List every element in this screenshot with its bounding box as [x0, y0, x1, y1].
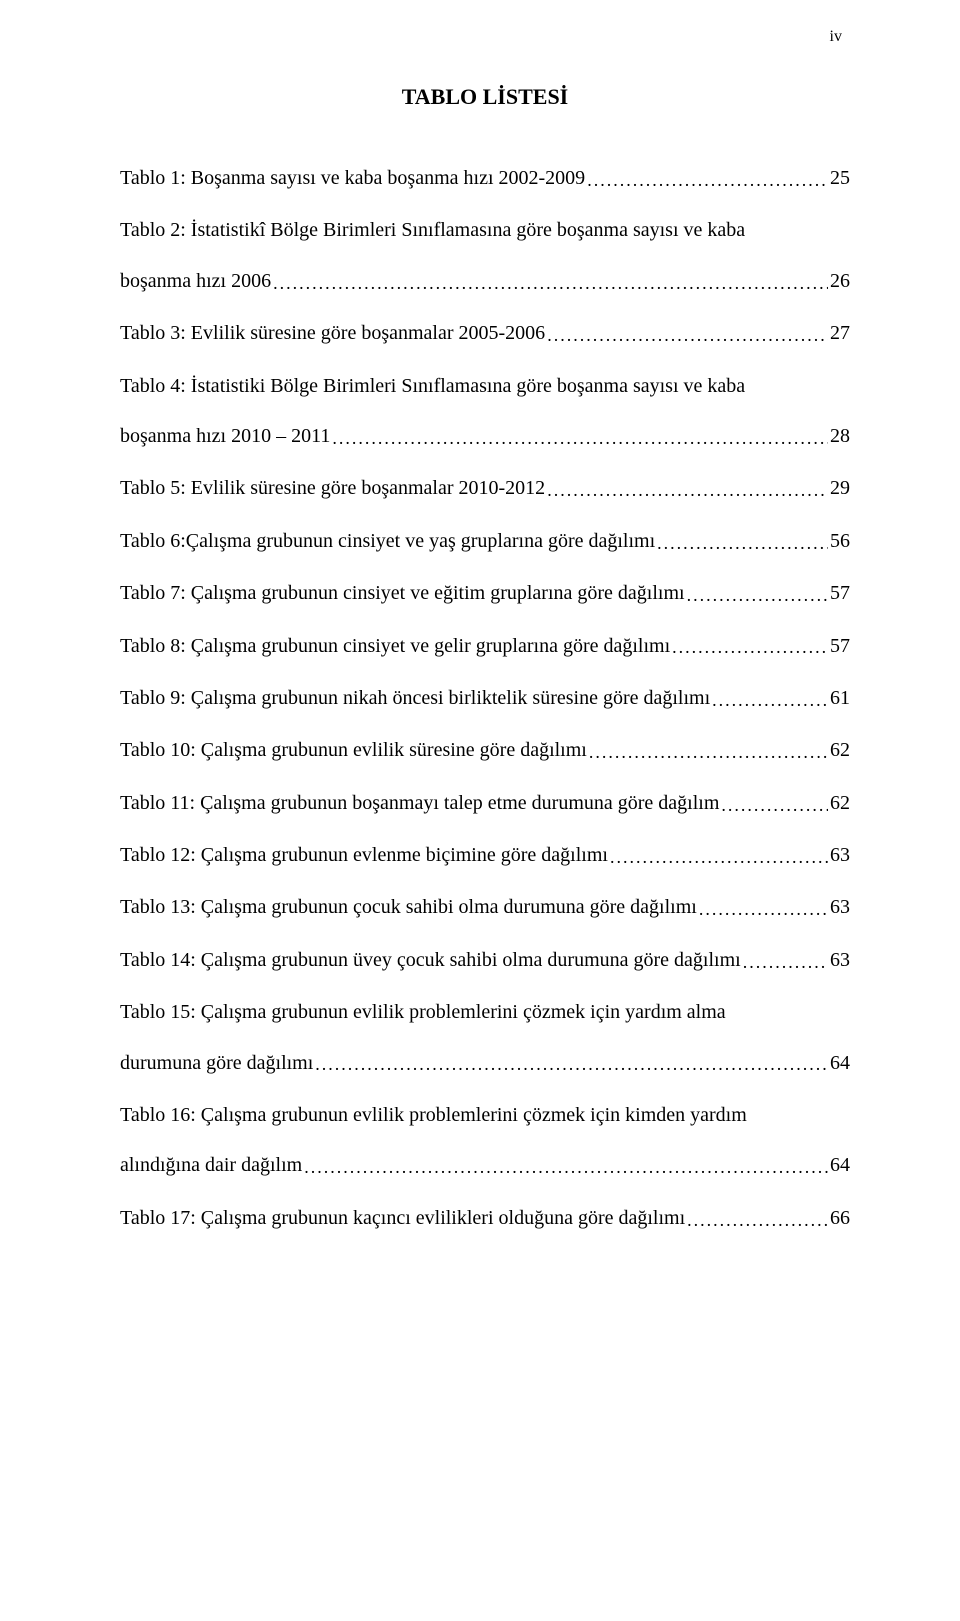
toc-entry: Tablo 11: Çalışma grubunun boşanmayı tal…: [120, 789, 850, 817]
toc-entry-line2: durumuna göre dağılımı..................…: [120, 1049, 850, 1077]
toc-entry-page: 63: [828, 841, 850, 869]
toc-entry-label: Tablo 17: Çalışma grubunun kaçıncı evlil…: [120, 1204, 685, 1232]
toc-entry-label: Tablo 6:Çalışma grubunun cinsiyet ve yaş…: [120, 527, 655, 555]
toc-entry: Tablo 5: Evlilik süresine göre boşanmala…: [120, 474, 850, 502]
toc-entry: Tablo 10: Çalışma grubunun evlilik süres…: [120, 736, 850, 764]
toc-entry: Tablo 17: Çalışma grubunun kaçıncı evlil…: [120, 1204, 850, 1232]
toc-entry-page: 28: [828, 422, 850, 450]
toc-entry-page: 63: [828, 946, 850, 974]
toc-entry-label: Tablo 12: Çalışma grubunun evlenme biçim…: [120, 841, 608, 869]
toc-entry: Tablo 4: İstatistiki Bölge Birimleri Sın…: [120, 372, 850, 451]
toc-entry: Tablo 2: İstatistikî Bölge Birimleri Sın…: [120, 216, 850, 295]
toc-entry-label-line1: Tablo 16: Çalışma grubunun evlilik probl…: [120, 1101, 850, 1129]
toc-heading: TABLO LİSTESİ: [120, 84, 850, 110]
toc-entry: Tablo 9: Çalışma grubunun nikah öncesi b…: [120, 684, 850, 712]
toc-entry-label-line2: boşanma hızı 2006: [120, 267, 271, 295]
page: iv TABLO LİSTESİ Tablo 1: Boşanma sayısı…: [0, 0, 960, 1621]
toc-entry-line2: alındığına dair dağılım.................…: [120, 1151, 850, 1179]
toc-entry-page: 66: [828, 1204, 850, 1232]
toc-entry: Tablo 1: Boşanma sayısı ve kaba boşanma …: [120, 164, 850, 192]
toc-entry-label: Tablo 13: Çalışma grubunun çocuk sahibi …: [120, 893, 697, 921]
toc-entry-line2: boşanma hızı 2010 – 2011................…: [120, 422, 850, 450]
toc-leader: ........................................…: [719, 793, 828, 819]
toc-leader: ........................................…: [697, 897, 828, 923]
toc-entry-page: 57: [828, 579, 850, 607]
toc-entry-label-line2: alındığına dair dağılım: [120, 1151, 302, 1179]
toc-entry-label: Tablo 11: Çalışma grubunun boşanmayı tal…: [120, 789, 719, 817]
toc-entry-label: Tablo 7: Çalışma grubunun cinsiyet ve eğ…: [120, 579, 685, 607]
toc-leader: ........................................…: [585, 168, 828, 194]
toc-leader: ........................................…: [685, 583, 828, 609]
toc-leader: ........................................…: [313, 1052, 828, 1078]
toc-entry-label-line2: durumuna göre dağılımı: [120, 1049, 313, 1077]
toc-entry: Tablo 13: Çalışma grubunun çocuk sahibi …: [120, 893, 850, 921]
toc-entry-page: 62: [828, 789, 850, 817]
toc-entry-page: 57: [828, 632, 850, 660]
toc-entry-page: 27: [828, 319, 850, 347]
toc-entry-label: Tablo 8: Çalışma grubunun cinsiyet ve ge…: [120, 632, 670, 660]
toc-entry: Tablo 12: Çalışma grubunun evlenme biçim…: [120, 841, 850, 869]
toc-leader: ........................................…: [545, 478, 828, 504]
toc-entry-page: 63: [828, 893, 850, 921]
toc-leader: ........................................…: [302, 1155, 828, 1181]
toc-leader: ........................................…: [545, 323, 828, 349]
toc-entry: Tablo 16: Çalışma grubunun evlilik probl…: [120, 1101, 850, 1180]
toc-entry-label: Tablo 1: Boşanma sayısı ve kaba boşanma …: [120, 164, 585, 192]
toc-entry-page: 56: [828, 527, 850, 555]
toc-leader: ........................................…: [741, 950, 828, 976]
toc-entry: Tablo 7: Çalışma grubunun cinsiyet ve eğ…: [120, 579, 850, 607]
toc-entry-page: 25: [828, 164, 850, 192]
toc-leader: ........................................…: [330, 426, 828, 452]
toc-entry: Tablo 14: Çalışma grubunun üvey çocuk sa…: [120, 946, 850, 974]
toc-entry: Tablo 8: Çalışma grubunun cinsiyet ve ge…: [120, 632, 850, 660]
toc-entry-page: 64: [828, 1151, 850, 1179]
toc-leader: ........................................…: [587, 740, 828, 766]
toc-entry-label: Tablo 3: Evlilik süresine göre boşanmala…: [120, 319, 545, 347]
toc-leader: ........................................…: [655, 531, 828, 557]
toc-entry-label: Tablo 10: Çalışma grubunun evlilik süres…: [120, 736, 587, 764]
toc-entry-page: 64: [828, 1049, 850, 1077]
toc-entry-label-line2: boşanma hızı 2010 – 2011: [120, 422, 330, 450]
toc-entry: Tablo 3: Evlilik süresine göre boşanmala…: [120, 319, 850, 347]
page-number-marker: iv: [830, 28, 842, 46]
toc-entry-label: Tablo 5: Evlilik süresine göre boşanmala…: [120, 474, 545, 502]
toc-entry-label-line1: Tablo 2: İstatistikî Bölge Birimleri Sın…: [120, 216, 850, 244]
toc-list: Tablo 1: Boşanma sayısı ve kaba boşanma …: [120, 164, 850, 1232]
toc-entry-page: 61: [828, 684, 850, 712]
toc-entry-label-line1: Tablo 15: Çalışma grubunun evlilik probl…: [120, 998, 850, 1026]
toc-leader: ........................................…: [685, 1208, 828, 1234]
toc-entry: Tablo 15: Çalışma grubunun evlilik probl…: [120, 998, 850, 1077]
toc-entry-label-line1: Tablo 4: İstatistiki Bölge Birimleri Sın…: [120, 372, 850, 400]
toc-entry-label: Tablo 9: Çalışma grubunun nikah öncesi b…: [120, 684, 710, 712]
toc-entry-page: 26: [828, 267, 850, 295]
toc-leader: ........................................…: [710, 688, 828, 714]
toc-leader: ........................................…: [608, 845, 828, 871]
toc-entry-page: 62: [828, 736, 850, 764]
toc-leader: ........................................…: [271, 271, 828, 297]
toc-leader: ........................................…: [670, 635, 828, 661]
toc-entry-page: 29: [828, 474, 850, 502]
toc-entry-line2: boşanma hızı 2006.......................…: [120, 267, 850, 295]
toc-entry: Tablo 6:Çalışma grubunun cinsiyet ve yaş…: [120, 527, 850, 555]
toc-entry-label: Tablo 14: Çalışma grubunun üvey çocuk sa…: [120, 946, 741, 974]
